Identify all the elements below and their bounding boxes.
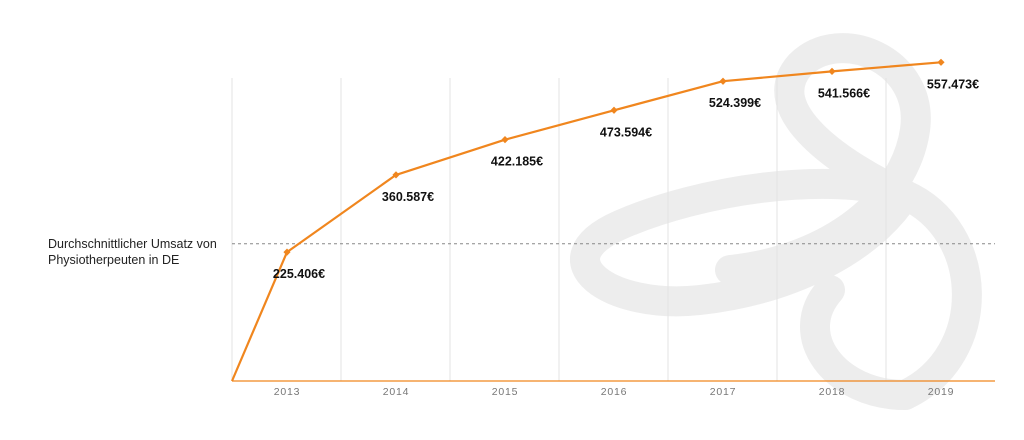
x-tick-label: 2019 — [928, 386, 955, 398]
data-label: 557.473€ — [927, 77, 979, 91]
x-tick-label: 2015 — [492, 386, 519, 398]
data-marker — [719, 77, 727, 85]
data-marker — [828, 67, 836, 76]
x-tick-label: 2014 — [383, 386, 410, 398]
data-label: 422.185€ — [491, 155, 543, 169]
x-tick-label: 2017 — [710, 386, 737, 398]
data-label: 541.566€ — [818, 86, 870, 100]
x-tick-label: 2013 — [274, 386, 301, 398]
data-marker — [392, 171, 400, 179]
vertical-gridlines — [231, 78, 887, 381]
data-label: 473.594€ — [600, 125, 652, 139]
data-label: 360.587€ — [382, 190, 434, 204]
data-label: 225.406€ — [273, 267, 325, 281]
reference-line-label: Durchschnittlicher Umsatz von Physiother… — [48, 237, 217, 267]
data-marker — [501, 136, 509, 144]
x-tick-label: 2016 — [601, 386, 628, 398]
data-marker — [937, 58, 945, 66]
x-tick-label: 2018 — [819, 386, 846, 398]
data-marker — [283, 248, 291, 256]
data-labels: 225.406€ 360.587€ 422.185€ 473.594€ 524.399€… — [273, 77, 979, 281]
data-markers — [283, 58, 945, 256]
data-marker — [610, 106, 618, 114]
data-label: 524.399€ — [709, 96, 761, 110]
x-tick-labels: 2013 2014 2015 2016 2017 2018 2019 — [274, 386, 955, 398]
series-line — [230, 61, 942, 382]
